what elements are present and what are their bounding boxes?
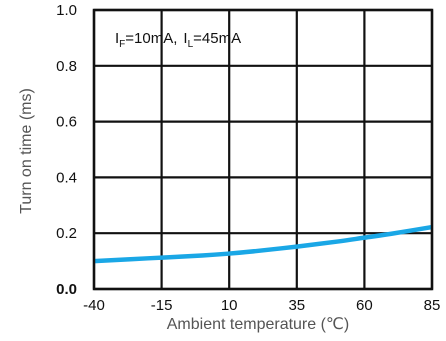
y-tick-label: 0.2 [56, 225, 77, 242]
y-tick-label: 0.4 [56, 169, 77, 186]
series-line [93, 224, 433, 264]
x-axis-title: Ambient temperature (℃) [167, 316, 349, 333]
if-subscript: F [119, 39, 125, 50]
tick-labels: -40 -15 10 35 60 85 0.0 0.2 0.4 0.6 0.8 1.0 [56, 2, 440, 314]
x-tick-label: 85 [424, 297, 441, 314]
x-tick-label: -40 [83, 297, 105, 314]
il-value: =45mA [193, 30, 241, 47]
x-tick-label: 35 [288, 297, 305, 314]
x-tick-label: -15 [151, 297, 173, 314]
y-tick-label: 0.6 [56, 114, 77, 131]
x-tick-label: 60 [356, 297, 373, 314]
y-tick-label: 1.0 [56, 2, 77, 19]
condition-annotation: IF=10mA, IL=45mA [115, 30, 241, 50]
if-symbol: I [115, 30, 119, 47]
y-tick-label: 0.0 [56, 281, 77, 298]
grid [92, 8, 434, 291]
plot-frame [92, 8, 434, 291]
il-subscript: L [188, 39, 194, 50]
x-tick-label: 10 [221, 297, 238, 314]
plot-border [92, 8, 434, 291]
y-tick-label: 0.8 [56, 58, 77, 75]
series-layer [93, 224, 433, 264]
il-symbol: I [183, 30, 187, 47]
y-axis-title: Turn on time (ms) [18, 88, 35, 214]
if-value: =10mA, [125, 30, 177, 47]
